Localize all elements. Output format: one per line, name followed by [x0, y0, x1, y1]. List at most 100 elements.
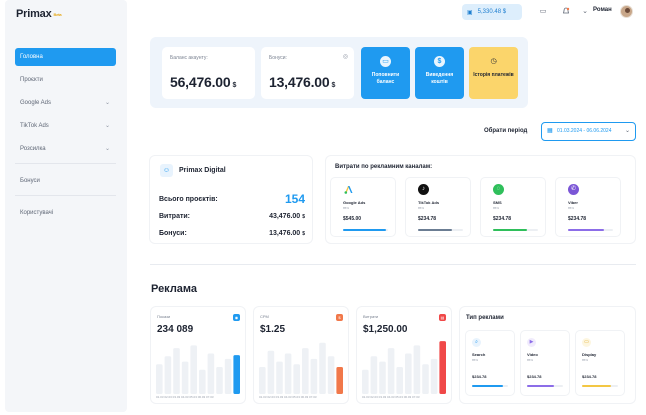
topbar-balance[interactable]: ▣ 5,330.48 $: [462, 4, 522, 20]
channels-title: Витрати по рекламним каналам:: [335, 164, 433, 170]
channel-name: Viber: [568, 200, 578, 205]
channel-name: Google Ads: [343, 200, 366, 205]
ad-type-display[interactable]: ▭ Display 85% $234.78: [576, 331, 624, 395]
stat-card-cpm: CPM $ $1.25 01.03 02.03 03.03 04.03 05.0…: [254, 307, 348, 403]
channel-progress: [568, 229, 613, 231]
channel-name: TikTok Ads: [418, 200, 440, 205]
app-logo[interactable]: Primax Beta: [16, 8, 62, 20]
chart-bar: [430, 358, 438, 394]
channel-value: $234.78: [568, 216, 587, 222]
display-icon: ▭: [582, 338, 591, 347]
stat-value: $1.25: [260, 324, 286, 335]
button-label: Історія платежів: [473, 72, 514, 78]
google-ads-icon: [343, 184, 354, 195]
period-label: Обрати період: [484, 128, 528, 134]
chart-bar: [422, 364, 429, 394]
chart-bar: [439, 341, 446, 394]
withdraw-button[interactable]: $ Виведення коштів: [415, 47, 464, 99]
sidebar-item-users[interactable]: Користувачі: [15, 204, 116, 222]
channel-value: $234.78: [418, 216, 437, 222]
chart-bar: [233, 355, 240, 394]
card-icon: ▭: [380, 56, 391, 67]
sidebar-item-projects[interactable]: Проєкти: [15, 71, 116, 89]
chevron-down-icon[interactable]: ⌄: [582, 8, 588, 15]
channel-card-tiktok-ads[interactable]: ♪ TikTok Ads 85% $234.78: [406, 178, 470, 236]
channel-card-sms[interactable]: ◌ SMS 85% $234.78: [481, 178, 545, 236]
stat-value: 234 089: [157, 324, 194, 335]
channel-sub: 85%: [343, 206, 350, 210]
ad-type-sub: 85%: [582, 358, 589, 362]
chart-bar: [190, 345, 197, 394]
chart-bar: [396, 367, 403, 394]
sidebar-item-home[interactable]: Головна: [15, 48, 116, 66]
chart-bar: [216, 367, 223, 394]
button-label: Поповнити баланс: [371, 72, 400, 85]
stat-label: Покази: [157, 314, 171, 319]
sms-icon: ◌: [493, 184, 504, 195]
bonus-card: Бонуси: ◎ 13,476.00 $: [261, 47, 354, 99]
chart-bar: [387, 348, 395, 394]
ad-type-value: $234.78: [527, 374, 542, 379]
history-icon: ◷: [490, 58, 497, 65]
video-icon: ▶: [527, 338, 536, 347]
channel-value: $545.00: [343, 216, 362, 222]
ad-type-video[interactable]: ▶ Video 85% $234.78: [521, 331, 569, 395]
chart-bar: [276, 361, 283, 394]
stat-dates: 01.03 02.03 03.03 04.03 05.03 06.03 07.0…: [259, 395, 317, 399]
summary-row-projects: Всього проєктів: 154: [159, 192, 305, 206]
channel-progress: [418, 229, 463, 231]
avatar[interactable]: [620, 5, 633, 18]
ad-type-value: $234.78: [582, 374, 597, 379]
chart-bar: [293, 364, 300, 394]
bell-icon[interactable]: [561, 7, 571, 17]
sidebar-item-mailing[interactable]: Розсилка ⌄: [15, 140, 116, 158]
period-picker[interactable]: ▦ 01.03.2024 - 06.06.2024 ⌄: [541, 122, 636, 141]
payment-history-button[interactable]: ◷ Історія платежів: [469, 47, 518, 99]
chart-bar: [413, 345, 421, 394]
channel-sub: 85%: [418, 206, 425, 210]
user-name[interactable]: Роман: [593, 7, 612, 13]
chart-bar: [259, 367, 266, 394]
sidebar-item-label: Бонуси: [20, 178, 40, 184]
chat-icon[interactable]: ▭: [539, 8, 547, 15]
balance-value: 56,476.00 $: [170, 74, 237, 90]
sidebar-item-label: Розсилка: [20, 146, 46, 152]
stat-label: CPM: [260, 314, 269, 319]
chevron-down-icon: ⌄: [104, 100, 110, 106]
brand-name: Primax Digital: [179, 167, 226, 174]
balance-amount: 5,330.48 $: [477, 9, 507, 15]
sidebar-item-google-ads[interactable]: Google Ads ⌄: [15, 94, 116, 112]
chart-bar: [164, 356, 172, 394]
search-icon: ⌕: [472, 338, 481, 347]
ads-section-title: Реклама: [151, 283, 198, 295]
sidebar-divider: [15, 195, 116, 196]
chart-bar: [302, 348, 309, 394]
logo-badge: Beta: [53, 11, 62, 17]
ad-type-search[interactable]: ⌕ Search 85% $234.78: [466, 331, 514, 395]
sidebar-item-bonuses[interactable]: Бонуси: [15, 172, 116, 190]
top-up-button[interactable]: ▭ Поповнити баланс: [361, 47, 410, 99]
summary-card: ☺ Primax Digital Всього проєктів: 154 Ви…: [150, 156, 312, 243]
sidebar-item-tiktok-ads[interactable]: TikTok Ads ⌄: [15, 117, 116, 135]
channel-card-viber[interactable]: ✆ Viber 85% $234.78: [556, 178, 620, 236]
user-icon: ☺: [160, 164, 173, 177]
viber-icon: ✆: [568, 184, 579, 195]
section-divider: [150, 264, 636, 265]
channel-sub: 85%: [493, 206, 500, 210]
sidebar: Primax Beta Головна Проєкти Google Ads ⌄ T…: [5, 0, 127, 412]
wallet-icon: ▤: [439, 314, 446, 321]
chart-bar: [336, 367, 343, 394]
chart-bar: [199, 369, 206, 394]
chart-bar: [267, 350, 275, 394]
chevron-down-icon: ⌄: [624, 128, 630, 134]
stat-chart: [156, 345, 240, 394]
ad-type-sub: 85%: [472, 358, 479, 362]
chart-bar: [284, 353, 292, 394]
ad-type-progress: [527, 385, 563, 387]
chart-bar: [310, 358, 318, 394]
eye-icon: ◉: [233, 314, 240, 321]
channel-value: $234.78: [493, 216, 512, 222]
chevron-down-icon: ⌄: [104, 146, 110, 152]
channel-card-google-ads[interactable]: Google Ads 85% $545.00: [331, 178, 395, 236]
tiktok-icon: ♪: [418, 184, 429, 195]
